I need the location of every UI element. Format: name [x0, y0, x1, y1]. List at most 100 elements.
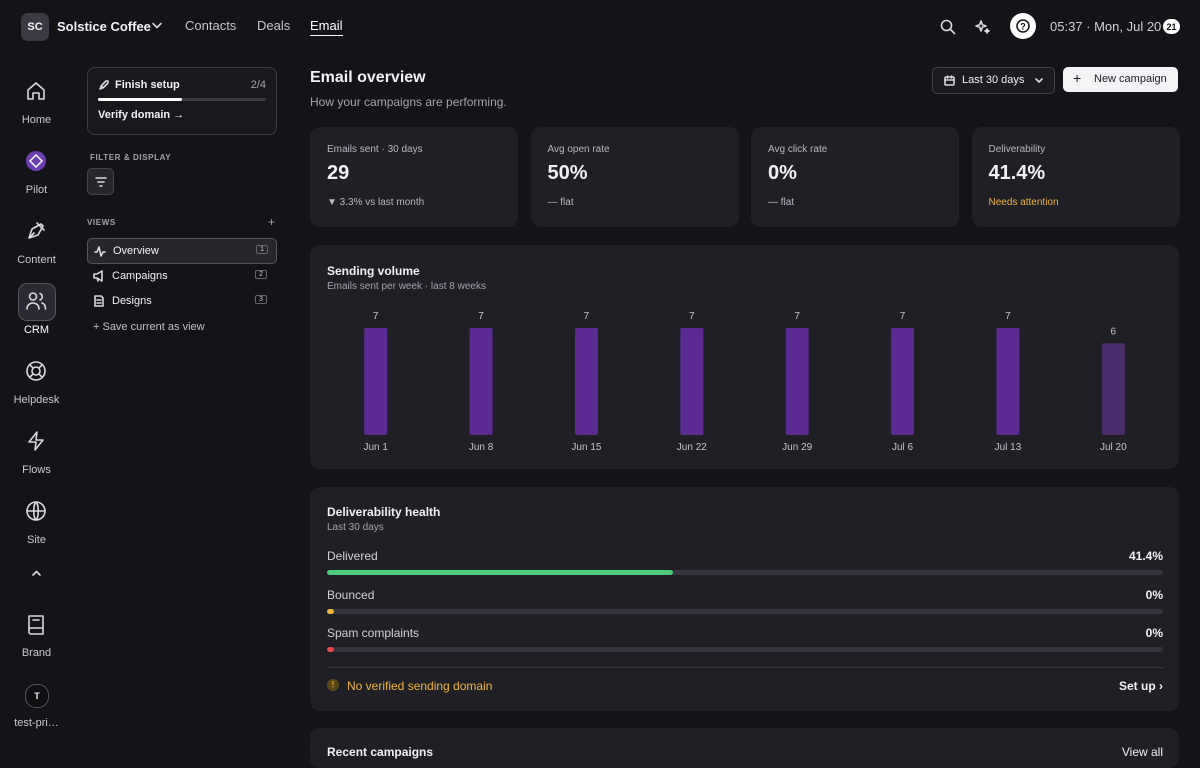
metric-track — [327, 647, 1163, 652]
search-icon[interactable] — [940, 19, 956, 35]
bar-chart: 7 Jun 1 7 Jun 8 7 Jun 15 7 Jun 22 7 Jun 29 7 Jul 6 7… — [363, 311, 1127, 453]
bar — [1101, 343, 1125, 435]
x-tick-label: Jul 13 — [995, 442, 1022, 453]
rail-label[interactable]: CRM — [23, 324, 50, 336]
button-label: New campaign — [1094, 73, 1167, 85]
rail-label[interactable]: Content — [17, 254, 56, 266]
chart-subtitle: Emails sent per week · last 8 weeks — [327, 281, 486, 292]
rail-label[interactable]: Home — [21, 114, 52, 126]
rail-label: Brand — [21, 647, 52, 659]
metric-label: Delivered — [327, 549, 378, 563]
stat-note: ▼ 3.3% vs last month — [327, 197, 425, 208]
view-icon — [93, 269, 103, 282]
x-tick-label: Jul 6 — [892, 442, 914, 453]
rail-icon[interactable] — [25, 80, 47, 102]
icon — [93, 269, 103, 282]
x-tick-label: Jun 8 — [469, 442, 494, 453]
brand-icon[interactable] — [26, 614, 46, 636]
user-avatar[interactable]: T — [25, 684, 49, 708]
view-item[interactable]: Overview 1 — [87, 238, 277, 264]
save-view[interactable]: + Save current as view — [93, 321, 205, 333]
rail-label[interactable]: Site — [27, 534, 46, 546]
nav-link[interactable]: Email — [310, 18, 343, 36]
pilot-dot — [26, 151, 46, 171]
rail-icon[interactable] — [25, 150, 47, 172]
bar-value: 7 — [478, 311, 484, 322]
bar-value: 7 — [584, 311, 590, 322]
view-label: Campaigns — [112, 269, 168, 282]
pilot-glyph — [29, 154, 43, 168]
chart-title: Sending volume — [327, 264, 420, 278]
workspace-name[interactable]: Solstice Coffee — [57, 19, 151, 34]
bar-value: 7 — [794, 311, 800, 322]
stat-label: Avg open rate — [547, 144, 610, 155]
setup-card[interactable]: Finish setup 2/4 Verify domain → — [87, 67, 277, 135]
view-all[interactable]: View all — [1121, 745, 1163, 759]
icon — [94, 295, 104, 307]
rail-icon[interactable] — [25, 290, 47, 312]
filter-button[interactable] — [87, 168, 114, 195]
ai-icon[interactable] — [975, 19, 991, 35]
view-item[interactable]: Campaigns 2 — [87, 264, 275, 288]
clock: 05:37 · Mon, Jul 20 — [1050, 19, 1162, 34]
section-heading: FILTER & DISPLAY — [90, 153, 172, 162]
page-title: Email overview — [310, 69, 426, 86]
bar — [469, 328, 493, 435]
icon — [28, 222, 45, 239]
setup-progress: 2/4 — [250, 79, 266, 91]
bar — [574, 328, 598, 435]
icon — [28, 431, 44, 451]
bar-value: 6 — [1111, 326, 1117, 337]
rail-label[interactable]: Helpdesk — [13, 394, 60, 406]
setup-action[interactable]: Verify domain → — [98, 109, 185, 121]
recent-card: Recent campaigns View all — [310, 728, 1179, 768]
metric-track — [327, 570, 1163, 575]
bar — [364, 328, 388, 435]
stat-label: Emails sent · 30 days — [327, 144, 423, 155]
workspace-avatar[interactable]: SC — [21, 13, 49, 41]
metric-value: 0% — [1145, 587, 1163, 602]
stat-card: Deliverability 41.4% Needs attention — [971, 127, 1180, 227]
health-title: Deliverability health — [327, 505, 441, 519]
view-count: 2 — [255, 269, 267, 279]
warning-text: No verified sending domain — [347, 679, 493, 693]
add-view[interactable]: + — [268, 215, 276, 229]
x-tick-label: Jun 22 — [677, 442, 707, 453]
stat-value: 0% — [768, 162, 797, 184]
rail-icon[interactable] — [25, 220, 47, 242]
stat-value: 41.4% — [988, 162, 1046, 184]
collapse[interactable] — [32, 570, 41, 576]
user-name: test-pri… — [14, 717, 59, 729]
stat-note: Needs attention — [988, 197, 1059, 208]
rail-icon[interactable] — [25, 500, 47, 522]
rail-label[interactable]: Pilot — [25, 184, 48, 196]
setup-link[interactable]: Set up › — [1119, 679, 1163, 693]
warning-icon: ! — [327, 679, 339, 691]
rail-label[interactable]: Flows — [22, 464, 51, 476]
chart-card: Sending volume Emails sent per week · la… — [310, 245, 1179, 469]
stat-card: Avg click rate 0% — flat — [751, 127, 959, 227]
view-label: Overview — [113, 245, 159, 257]
page: SC Solstice Coffee ? 05:37 · Mon, Jul 20… — [13, 13, 1180, 768]
nav-link[interactable]: Deals — [257, 18, 291, 33]
page-subtitle: How your campaigns are performing. — [310, 95, 507, 109]
rail-icon[interactable] — [25, 360, 47, 382]
setup-title: Finish setup — [115, 79, 180, 91]
range-select[interactable]: Last 30 days — [932, 67, 1055, 94]
stat-value: 29 — [327, 162, 350, 184]
metric-label: Spam complaints — [327, 626, 420, 640]
x-tick-label: Jul 20 — [1100, 442, 1127, 453]
nav-link[interactable]: Contacts — [185, 18, 237, 33]
bar-value: 7 — [1005, 311, 1011, 322]
new-campaign-button[interactable]: + New campaign — [1063, 67, 1178, 92]
help-button[interactable]: ? — [1010, 13, 1036, 39]
stat-label: Deliverability — [988, 144, 1046, 155]
view-label: Designs — [112, 295, 152, 307]
icon — [27, 82, 45, 100]
icon — [26, 292, 47, 310]
view-item[interactable]: Designs 3 — [87, 289, 275, 313]
metric-value: 0% — [1145, 626, 1163, 640]
rail-active — [18, 283, 56, 321]
rail-icon[interactable] — [25, 430, 47, 452]
metric-label: Bounced — [327, 587, 375, 602]
